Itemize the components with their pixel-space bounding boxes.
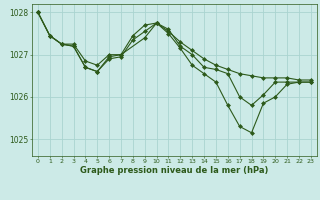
X-axis label: Graphe pression niveau de la mer (hPa): Graphe pression niveau de la mer (hPa) xyxy=(80,166,268,175)
